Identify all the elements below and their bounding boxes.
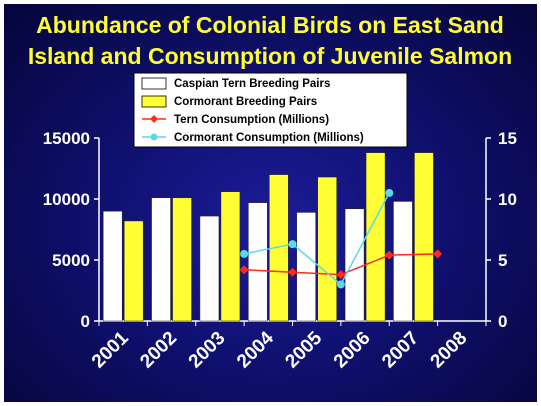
cormorant-consumption-point [288, 240, 297, 249]
cormorant-consumption-point [240, 249, 249, 258]
cormorant-consumption-line [243, 192, 390, 286]
legend-entry-tern-consumption-label: Tern Consumption (Millions) [174, 114, 329, 126]
x-tick-label-2004: 2004 [233, 327, 278, 372]
right-tick-label: 5 [498, 251, 507, 270]
legend-entry-cormorant-pairs-label: Cormorant Breeding Pairs [174, 96, 317, 108]
cormorant-consumption-point [385, 188, 394, 197]
right-tick-label: 10 [498, 190, 517, 209]
cormorant-pairs-bar-2001 [123, 220, 144, 322]
cormorant-pairs-bar-2006 [365, 152, 386, 322]
tern-pairs-bar-2002 [151, 197, 171, 322]
left-tick-label: 15000 [43, 129, 90, 148]
chart-title-line-1: Abundance of Colonial Birds on East Sand [36, 12, 504, 38]
cormorant-pairs-bar-2007 [414, 152, 434, 322]
right-tick-label: 0 [498, 312, 507, 331]
x-tick-label-2003: 2003 [185, 328, 230, 373]
cormorant-pairs-bar-2003 [220, 191, 241, 322]
legend-entry-cormorant-consumption-label: Cormorant Consumption (Millions) [174, 132, 364, 144]
tern-consumption-point [336, 270, 346, 280]
chart-slide: Abundance of Colonial Birds on East Sand… [4, 4, 537, 402]
tern-consumption-point [433, 249, 443, 259]
left-tick-label: 0 [81, 312, 90, 331]
tern-consumption-point [288, 267, 297, 277]
tern-pairs-bar-2007 [393, 201, 413, 322]
cormorant-pairs-bar-2005 [317, 176, 337, 322]
tern-pairs-bar-2004 [248, 202, 268, 322]
cormorant-pairs-bar-2004 [269, 174, 289, 322]
legend-entry-cormorant-pairs-swatch [141, 95, 167, 108]
cormorant-consumption-point [336, 280, 345, 289]
tern-consumption-point [384, 250, 394, 260]
tern-pairs-bar-2006 [344, 208, 365, 322]
x-tick-label-2005: 2005 [281, 327, 326, 372]
x-tick-label-2001: 2001 [88, 327, 133, 372]
cormorant-pairs-bar-2002 [172, 197, 192, 322]
legend-entry-cormorant-consumption-marker [150, 133, 158, 141]
tern-consumption-point [239, 265, 249, 275]
legend-entry-tern-pairs-label: Caspian Tern Breeding Pairs [174, 78, 330, 90]
tern-pairs-bar-2005 [296, 212, 316, 322]
chart-figure: Abundance of Colonial Birds on East Sand… [28, 12, 517, 372]
right-tick-label: 15 [498, 129, 517, 148]
chart-title-line-2: Island and Consumption of Juvenile Salmo… [28, 43, 512, 69]
x-tick-label-2007: 2007 [378, 328, 423, 373]
x-tick-label-2008: 2008 [427, 328, 472, 373]
tern-pairs-bar-2001 [102, 210, 123, 322]
legend-entry-tern-consumption-marker [150, 115, 158, 123]
legend-box [133, 72, 408, 148]
tern-pairs-bar-2003 [199, 215, 220, 322]
legend-entry-tern-pairs-swatch [141, 77, 167, 90]
x-tick-label-2002: 2002 [136, 328, 181, 373]
left-tick-label: 10000 [43, 190, 90, 209]
left-tick-label: 5000 [52, 251, 90, 270]
legend: Caspian Tern Breeding Pairs Cormorant Bre… [133, 72, 408, 148]
x-tick-label-2006: 2006 [330, 328, 375, 373]
